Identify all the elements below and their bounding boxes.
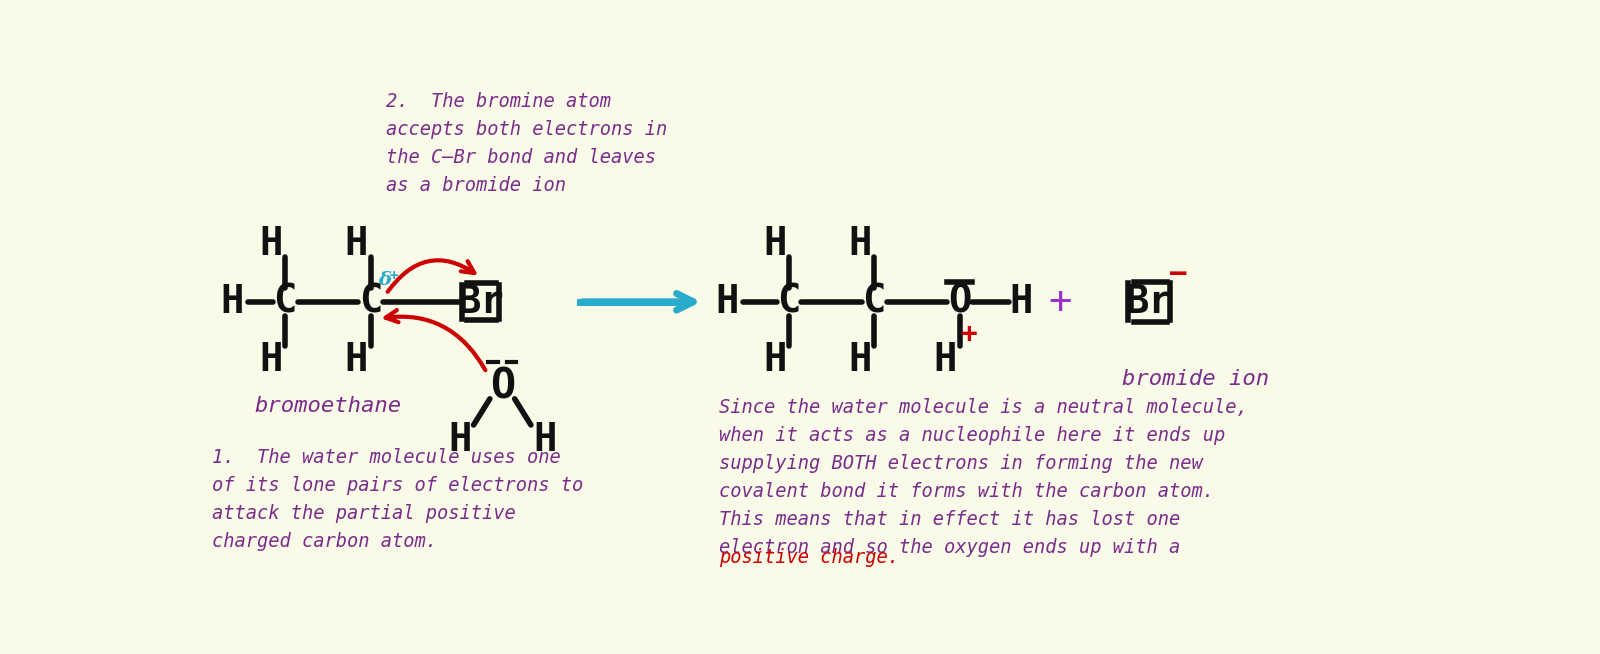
Text: H: H [934, 341, 957, 379]
Text: H: H [715, 283, 739, 320]
Text: H: H [763, 341, 787, 379]
Text: +: + [1048, 283, 1072, 320]
Text: C: C [862, 283, 886, 320]
Text: H: H [221, 283, 245, 320]
Text: O: O [490, 366, 515, 407]
Text: O: O [947, 283, 971, 320]
Text: H: H [346, 341, 368, 379]
Text: H: H [848, 225, 872, 263]
Text: 1.  The water molecule uses one
of its lone pairs of electrons to
attack the par: 1. The water molecule uses one of its lo… [211, 448, 582, 551]
Text: positive charge.: positive charge. [720, 548, 899, 567]
Text: bromoethane: bromoethane [254, 396, 402, 416]
Text: Br: Br [458, 283, 504, 320]
Text: −: − [1170, 260, 1187, 288]
Text: +: + [960, 320, 978, 348]
Text: C: C [358, 283, 382, 320]
Text: H: H [848, 341, 872, 379]
Text: H: H [1010, 283, 1034, 320]
FancyArrowPatch shape [386, 310, 485, 370]
Text: bromide ion: bromide ion [1122, 369, 1269, 388]
Text: +: + [389, 269, 398, 283]
Text: H: H [448, 421, 472, 459]
Text: H: H [259, 225, 283, 263]
Text: H: H [533, 421, 557, 459]
Text: 2.  The bromine atom
accepts both electrons in
the C–Br bond and leaves
as a bro: 2. The bromine atom accepts both electro… [386, 92, 667, 196]
Text: H: H [763, 225, 787, 263]
Text: δ: δ [378, 271, 390, 289]
Text: H: H [346, 225, 368, 263]
Text: Since the water molecule is a neutral molecule,
when it acts as a nucleophile he: Since the water molecule is a neutral mo… [720, 398, 1248, 557]
Text: H: H [259, 341, 283, 379]
Text: C: C [274, 283, 298, 320]
Text: C: C [778, 283, 800, 320]
FancyArrowPatch shape [387, 260, 474, 292]
Text: Br: Br [1126, 283, 1173, 320]
